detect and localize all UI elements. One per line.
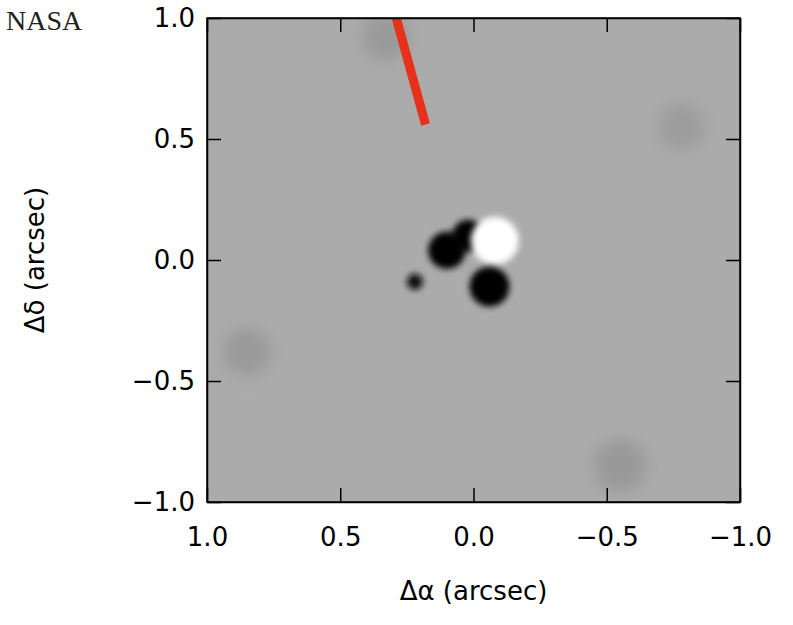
tick <box>726 381 740 382</box>
blob <box>407 274 423 290</box>
tick-label: 0.0 <box>154 245 195 275</box>
tick-mark <box>340 18 342 32</box>
image <box>207 18 740 502</box>
axis: 1.0 0.5 0.0 −0.5 −1.0 <box>187 488 772 552</box>
blob <box>657 103 705 151</box>
tick: −1.0 <box>132 487 221 517</box>
tick-mark <box>726 18 740 20</box>
tick: 1.0 <box>154 3 221 33</box>
tick: −0.5 <box>576 488 639 552</box>
blob <box>471 217 519 265</box>
tick-label: −0.5 <box>132 366 195 396</box>
credit: NASA <box>6 5 83 36</box>
tick-mark <box>726 260 740 262</box>
tick <box>474 18 475 32</box>
tick-mark <box>473 488 475 502</box>
tick: 0.5 <box>154 124 221 154</box>
tick-mark <box>340 488 342 502</box>
frame <box>207 18 740 502</box>
tick-mark <box>207 18 221 20</box>
chart: 1.0 0.5 0.0 −0.5 −1.0 −1.0 −0.5 0.0 0.5 1.0 Δα (ar… <box>0 0 793 625</box>
blob <box>593 439 646 492</box>
tick <box>607 18 608 32</box>
tick-mark <box>607 488 609 502</box>
tick <box>726 139 740 140</box>
tick-mark <box>726 381 740 383</box>
plot: 1.0 0.5 0.0 −0.5 −1.0 −1.0 −0.5 0.0 0.5 1.0 <box>132 3 772 553</box>
tick-label: 0.5 <box>154 124 195 154</box>
tick-label: −0.5 <box>576 522 639 552</box>
tick-mark <box>726 139 740 141</box>
tick: −0.5 <box>132 366 221 396</box>
tick <box>726 260 740 261</box>
tick: 0.0 <box>154 245 221 275</box>
tick-mark <box>207 381 221 383</box>
tick-label: −1.0 <box>132 487 195 517</box>
tick <box>340 18 341 32</box>
tick-mark <box>726 502 740 504</box>
tick-label: 0.0 <box>453 522 494 552</box>
tick-label: 1.0 <box>187 522 228 552</box>
x-axis-title: Δα (arcsec) <box>400 576 548 606</box>
blob <box>470 267 510 307</box>
image-background <box>207 18 740 502</box>
tick: 0.0 <box>453 488 494 552</box>
tick-label: 0.5 <box>320 522 361 552</box>
tick-mark <box>207 139 221 141</box>
axis <box>208 18 741 32</box>
axis <box>726 19 741 503</box>
tick-mark <box>207 502 221 504</box>
y-axis-title: Δδ (arcsec) <box>20 187 50 333</box>
tick-label: −1.0 <box>709 522 772 552</box>
tick-mark <box>207 260 221 262</box>
tick <box>726 502 740 503</box>
tick: 0.5 <box>320 488 361 552</box>
tick <box>726 18 740 19</box>
axis: −1.0 −0.5 0.0 0.5 1.0 <box>132 3 221 517</box>
tick-mark <box>607 18 609 32</box>
tick-mark <box>473 18 475 32</box>
blob <box>223 328 271 376</box>
tick-label: 1.0 <box>154 3 195 33</box>
pointer-line <box>396 18 425 124</box>
